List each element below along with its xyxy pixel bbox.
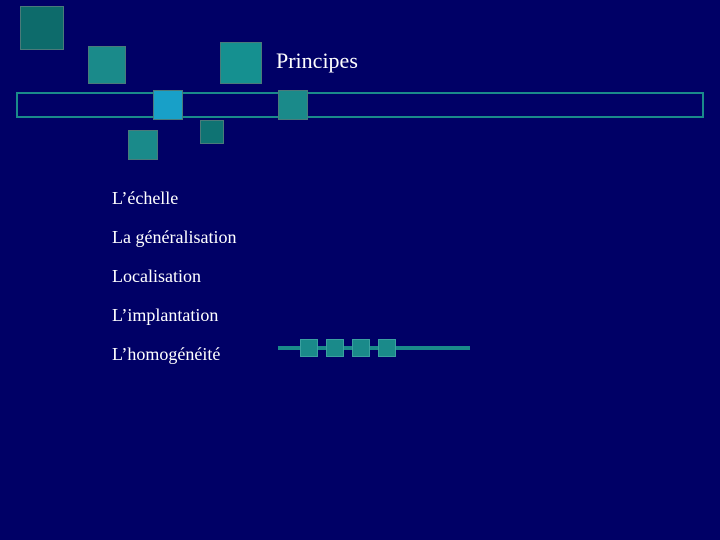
principles-list: L’échelle La généralisation Localisation… — [112, 188, 236, 383]
decor-square — [128, 130, 158, 160]
decor-dash-square — [378, 339, 396, 357]
page-title: Principes — [276, 48, 358, 74]
list-item: La généralisation — [112, 227, 236, 248]
title-bar — [16, 92, 704, 118]
list-item: Localisation — [112, 266, 236, 287]
decor-square — [153, 90, 183, 120]
decor-square — [278, 90, 308, 120]
decor-dash-square — [352, 339, 370, 357]
decor-dash-square — [300, 339, 318, 357]
list-item: L’implantation — [112, 305, 236, 326]
decor-square — [220, 42, 262, 84]
decor-square — [200, 120, 224, 144]
list-item: L’homogénéité — [112, 344, 236, 365]
list-item: L’échelle — [112, 188, 236, 209]
decor-dash-square — [326, 339, 344, 357]
decor-square — [20, 6, 64, 50]
decor-square — [88, 46, 126, 84]
